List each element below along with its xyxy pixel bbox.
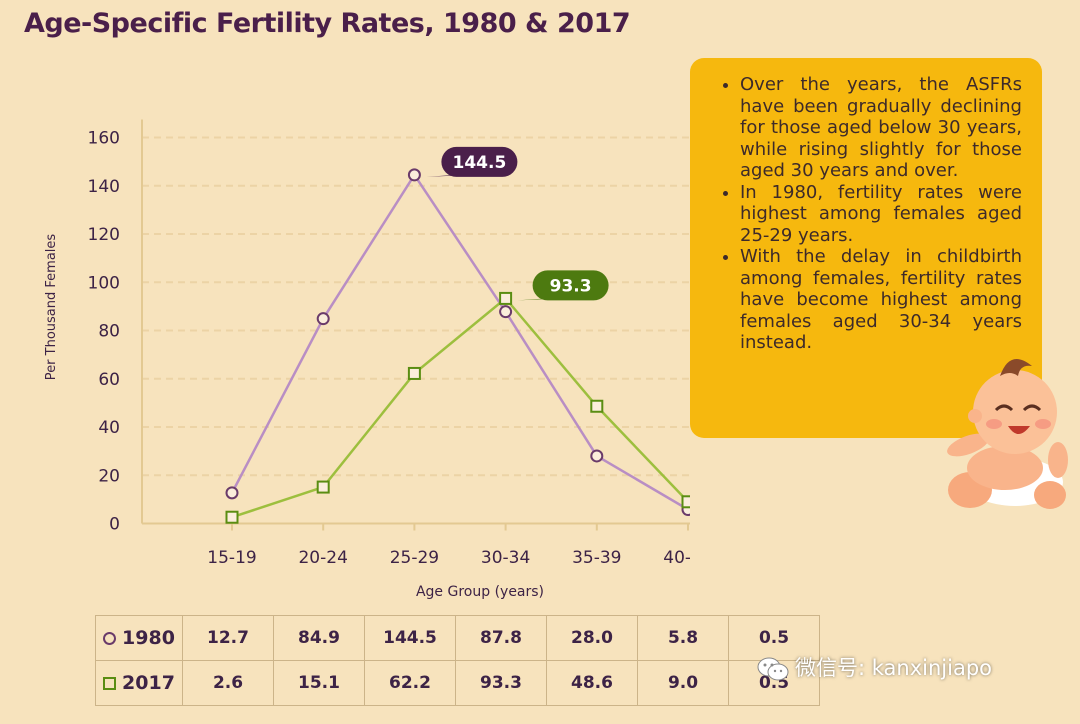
table-cell: 12.7: [182, 615, 274, 661]
year-label: 1980: [122, 627, 175, 649]
data-point-1980: [407, 168, 421, 182]
data-point-2017: [590, 399, 604, 413]
table-cell: 2.6: [182, 660, 274, 706]
wechat-icon: [757, 657, 789, 681]
table-cell: 0.5: [728, 615, 820, 661]
y-tick-label: 80: [98, 322, 120, 342]
data-point-1980: [225, 486, 239, 500]
data-point-1980: [590, 449, 604, 463]
data-point-2017: [681, 495, 690, 509]
data-point-1980: [316, 312, 330, 326]
y-axis-label: Per Thousand Females: [44, 234, 59, 381]
table-cell: 28.0: [546, 615, 638, 661]
baby-illustration: [947, 358, 1068, 509]
table-cell: 87.8: [455, 615, 547, 661]
y-tick-label: 140: [88, 177, 120, 197]
notes-box: Over the years, the ASFRs have been grad…: [690, 58, 1042, 438]
callout-bubble: [532, 270, 609, 301]
year-label: 2017: [122, 672, 175, 694]
table-cell: 15.1: [273, 660, 365, 706]
callout-bubble: [441, 146, 518, 177]
x-axis-label: Age Group (years): [416, 584, 544, 600]
series-line-2017: [231, 296, 690, 519]
table-row: 2017 2.6 15.1 62.2 93.3 48.6 9.0 0.5: [95, 660, 820, 706]
data-table: 1980 12.7 84.9 144.5 87.8 28.0 5.8 0.5 2…: [95, 615, 820, 706]
x-tick-label: 20-24: [298, 548, 347, 568]
table-row: 1980 12.7 84.9 144.5 87.8 28.0 5.8 0.5: [95, 615, 820, 661]
watermark-text: 微信号: kanxinjiapo: [795, 656, 993, 680]
x-tick-label: 40-44: [663, 548, 690, 568]
data-point-2017: [499, 291, 513, 305]
y-tick-label: 120: [88, 225, 120, 245]
chart-title: Age-Specific Fertility Rates, 1980 & 201…: [24, 8, 631, 39]
circle-marker-icon: [103, 632, 117, 645]
data-point-2017: [225, 510, 239, 524]
note-item: In 1980, fertility rates were highest am…: [740, 182, 1022, 247]
data-point-1980: [499, 305, 513, 319]
y-tick-label: 0: [109, 515, 120, 535]
table-cell: 48.6: [546, 660, 638, 706]
series-line-1980: [230, 172, 690, 512]
note-item: Over the years, the ASFRs have been grad…: [740, 74, 1022, 182]
y-tick-label: 160: [88, 129, 120, 149]
callout-label: 144.5: [453, 153, 507, 173]
table-cell: 84.9: [273, 615, 365, 661]
watermark: 微信号: kanxinjiapo: [757, 652, 992, 682]
callout-label: 93.3: [550, 276, 592, 296]
data-point-2017: [407, 366, 421, 380]
x-tick-label: 30-34: [481, 548, 530, 568]
x-tick-label: 25-29: [390, 548, 439, 568]
row-header: 1980: [95, 615, 183, 661]
table-cell: 144.5: [364, 615, 456, 661]
x-tick-label: 15-19: [207, 548, 256, 568]
table-cell: 9.0: [637, 660, 729, 706]
square-marker-icon: [103, 677, 117, 690]
line-chart: 0 20 40 60 80 100 120 140 160 15-19 20-24 25-29 30-3…: [44, 119, 690, 600]
row-header: 2017: [95, 660, 183, 706]
table-cell: 62.2: [364, 660, 456, 706]
y-tick-label: 20: [98, 466, 120, 486]
table-cell: 93.3: [455, 660, 547, 706]
y-tick-label: 100: [88, 273, 120, 293]
y-tick-label: 60: [98, 370, 120, 390]
note-item: With the delay in childbirth among femal…: [740, 246, 1022, 354]
table-cell: 5.8: [637, 615, 729, 661]
x-tick-label: 35-39: [572, 548, 621, 568]
y-tick-label: 40: [98, 418, 120, 438]
data-point-2017: [316, 480, 330, 494]
